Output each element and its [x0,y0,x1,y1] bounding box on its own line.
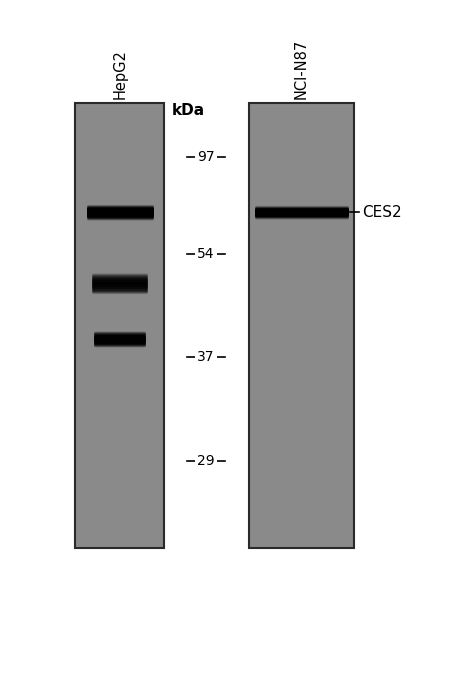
Bar [249,103,354,548]
Text: NCI-N87: NCI-N87 [294,39,309,99]
Text: 97: 97 [197,150,215,163]
Text: 37: 37 [197,350,215,364]
Text: 54: 54 [197,248,215,261]
Bar [75,103,164,548]
Text: HepG2: HepG2 [112,49,127,99]
Text: kDa: kDa [172,103,205,118]
Text: CES2: CES2 [362,205,402,220]
Text: 29: 29 [197,454,215,469]
